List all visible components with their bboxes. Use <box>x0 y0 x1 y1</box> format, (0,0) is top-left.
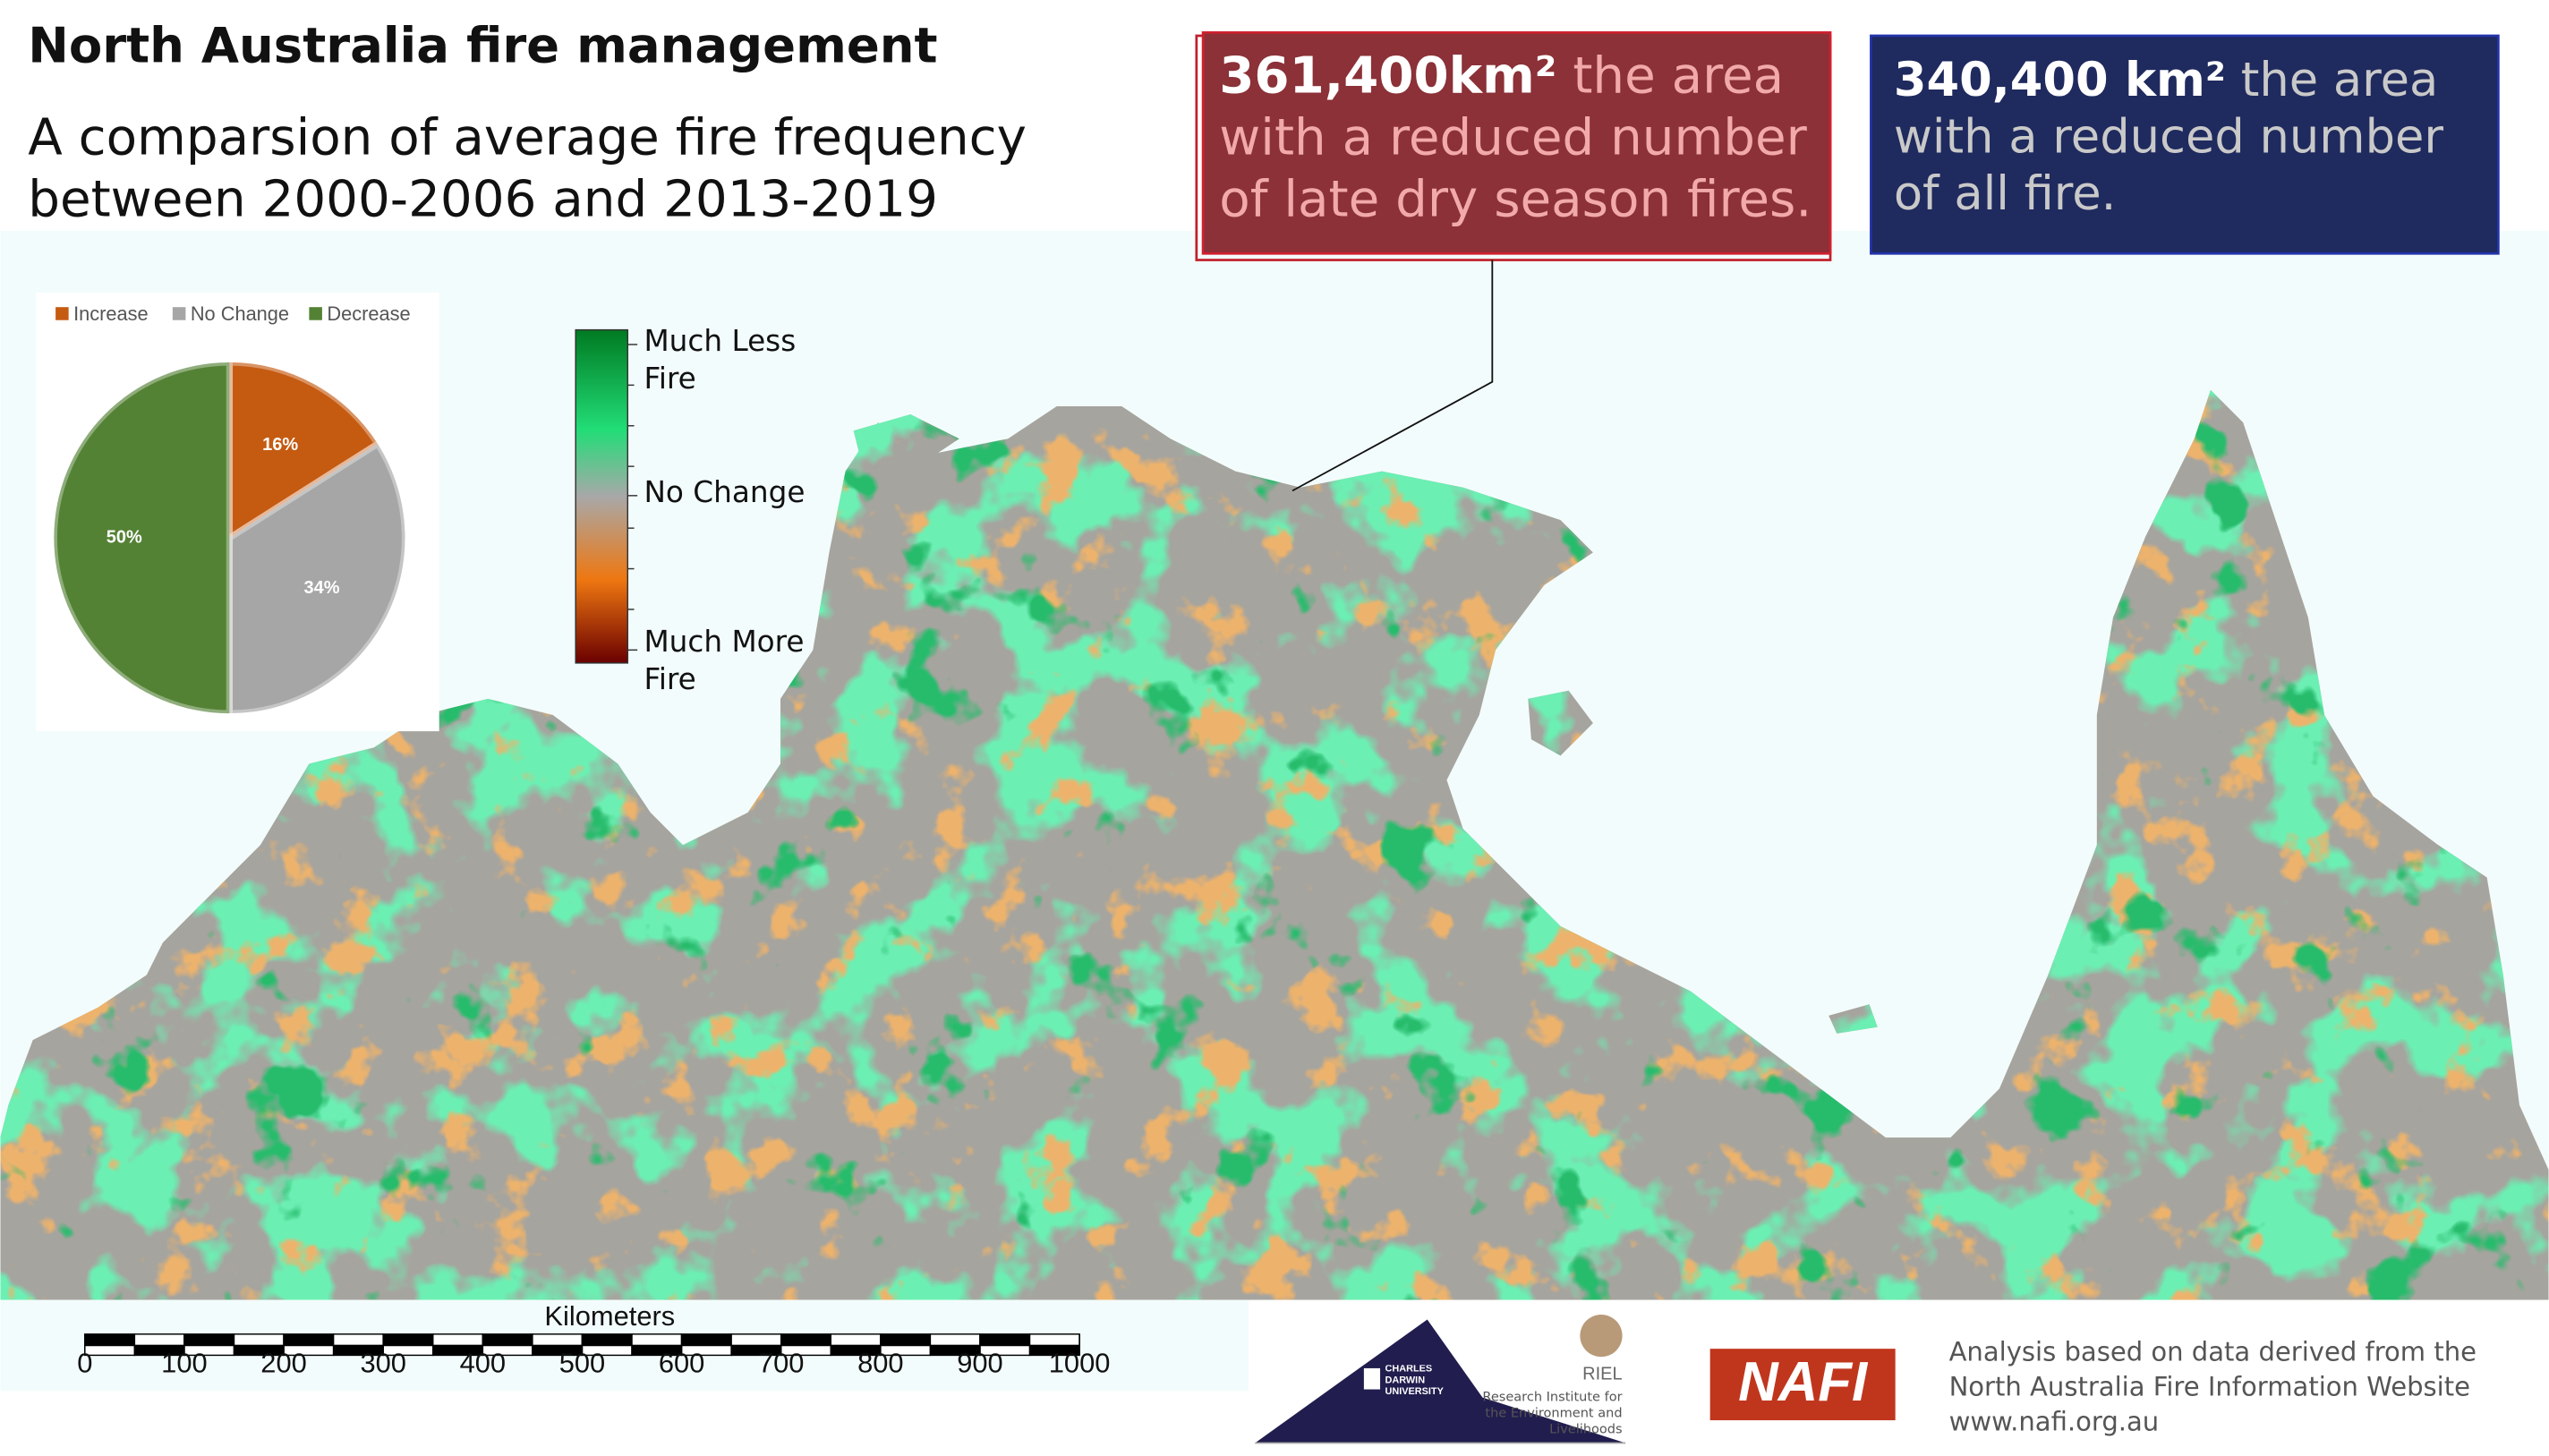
legend-label: Decrease <box>327 302 410 325</box>
color-bar-ticks <box>627 344 638 651</box>
scale-tick-label: 500 <box>559 1347 606 1378</box>
cdu-name: CHARLES DARWIN UNIVERSITY <box>1385 1365 1444 1398</box>
scale-segment <box>1028 1333 1080 1347</box>
scale-segment <box>929 1333 981 1347</box>
scale-segment <box>432 1333 484 1347</box>
legend-swatch <box>309 307 322 320</box>
pie-chart: 16% 34% 50% Increase No Change Decrease <box>50 302 411 717</box>
scale-tick-label: 700 <box>758 1347 804 1378</box>
legend-label-box: No Change <box>644 476 806 511</box>
callout-figure: 340,400 km² <box>1893 52 2226 107</box>
credit-line: North Australia Fire Information Website <box>1949 1372 2470 1402</box>
scale-tick-label: 800 <box>857 1347 903 1378</box>
legend-label: No Change <box>644 476 806 511</box>
scale-tick-label: 400 <box>460 1347 507 1378</box>
legend-label-box: Much More Fire <box>644 626 805 697</box>
callout-text-box: 340,400 km² the area with a reduced numb… <box>1894 52 2495 223</box>
credit-line: www.nafi.org.au <box>1949 1407 2160 1437</box>
scale-segment <box>482 1333 533 1347</box>
scale-segment <box>979 1333 1031 1347</box>
riel-label: RIEL <box>1582 1364 1622 1384</box>
callout-pointer <box>1292 260 1494 492</box>
color-bar <box>575 328 629 664</box>
legend-swatch <box>172 307 186 320</box>
scale-segment <box>680 1333 732 1347</box>
nafi-logo <box>1709 1349 1896 1421</box>
credit: Analysis based on data derived from the N… <box>1949 1337 2477 1437</box>
legend-label: No Change <box>191 302 289 325</box>
scale-segment <box>631 1333 683 1347</box>
callout-text: 340,400 km² the area with a reduced numb… <box>1894 52 2495 223</box>
scale-segment <box>382 1333 434 1347</box>
legend-label: Much More Fire <box>644 626 805 697</box>
callout-box <box>1870 34 2500 255</box>
pie-slice <box>50 359 234 717</box>
cdu-text-box: CHARLES DARWIN UNIVERSITY <box>1385 1365 1444 1398</box>
riel-logo <box>1580 1315 1623 1358</box>
scale-tick-label: 600 <box>659 1347 704 1378</box>
scale-segment <box>532 1333 584 1347</box>
callout-figure: 361,400km² <box>1219 47 1557 106</box>
legend-label: Increase <box>73 302 149 325</box>
pie-value-label: 34% <box>304 578 340 598</box>
scale-tick-label: 1000 <box>1049 1347 1111 1378</box>
subtitle: A comparsion of average fire frequency b… <box>28 108 1027 230</box>
scale-tick-label: 900 <box>957 1347 1003 1378</box>
callout-box <box>1201 30 1832 255</box>
scale-segment <box>830 1333 882 1347</box>
scale-segment <box>581 1333 633 1347</box>
cdu-logo <box>1255 1319 1626 1443</box>
pie-slice <box>226 359 383 544</box>
scale-segment <box>780 1333 831 1347</box>
scale-segment <box>332 1333 384 1347</box>
callout-text: 361,400km² the area with a reduced numbe… <box>1219 46 1823 231</box>
callout-description: the area with a reduced number of late d… <box>1219 47 1812 230</box>
scale-title: Kilometers <box>544 1300 675 1332</box>
scale-segment <box>880 1333 932 1347</box>
subtitle-box: A comparsion of average fire frequency b… <box>28 108 1027 230</box>
scale-tick-label: 0 <box>77 1347 92 1378</box>
scale-tick-label: 100 <box>161 1347 207 1378</box>
legend-swatch <box>55 307 69 320</box>
title: North Australia fire management <box>28 17 937 74</box>
riel-name: Research Institute for the Environment a… <box>1482 1389 1623 1437</box>
pie-slice <box>226 439 409 717</box>
scale-segment <box>730 1333 782 1347</box>
scale-tick-label: 300 <box>360 1347 406 1378</box>
nafi-label: NAFI <box>1738 1351 1869 1413</box>
scale-segment <box>84 1333 136 1347</box>
scale-bar: 0 100 200 300 400 500 600 700 800 900 1000 <box>77 1333 1111 1378</box>
scale-segment <box>233 1333 285 1347</box>
scale-segment <box>283 1333 335 1347</box>
callout-description: the area with a reduced number of all fi… <box>1893 52 2444 221</box>
legend-label: Much Less Fire <box>644 325 797 397</box>
scale-tick-label: 200 <box>260 1347 307 1378</box>
scale-segment <box>133 1333 185 1347</box>
pie-value-label: 50% <box>107 527 142 547</box>
legend-label-box: Much Less Fire <box>644 325 797 397</box>
callout-text-box: 361,400km² the area with a reduced numbe… <box>1219 46 1823 231</box>
riel-name-box: Research Institute for the Environment a… <box>1482 1389 1623 1437</box>
cdu-crest <box>1363 1367 1381 1390</box>
scale-segment <box>183 1333 235 1347</box>
credit-line: Analysis based on data derived from the <box>1949 1337 2477 1367</box>
pie-value-label: 16% <box>262 435 298 455</box>
